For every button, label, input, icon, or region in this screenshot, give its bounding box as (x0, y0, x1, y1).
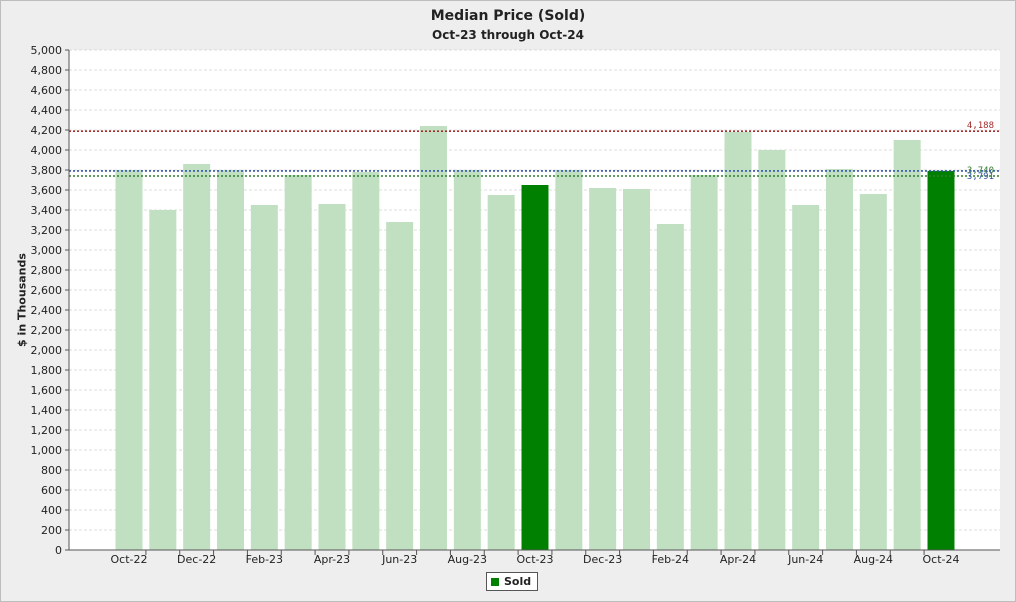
x-tick-label: Oct-23 (517, 553, 554, 566)
x-tick-label: Jun-24 (787, 553, 823, 566)
bar-sep-24 (893, 140, 921, 550)
legend-swatch-sold (491, 577, 499, 586)
chart-subtitle: Oct-23 through Oct-24 (432, 28, 584, 42)
y-tick-label: 4,400 (31, 104, 63, 117)
reference-line-label: 3,791 (967, 172, 994, 182)
bar-nov-23 (555, 170, 583, 550)
bar-aug-24 (859, 194, 887, 550)
x-tick-label: Apr-23 (314, 553, 350, 566)
bar-nov-22 (149, 210, 177, 550)
bar-jan-23 (217, 170, 244, 550)
y-tick-label: 5,000 (31, 44, 63, 57)
bars (115, 126, 955, 550)
y-tick-label: 2,600 (31, 284, 63, 297)
bar-may-23 (352, 172, 380, 550)
bar-dec-23 (589, 188, 617, 550)
reference-line-label: 3,740 (967, 166, 994, 176)
x-tick-label: Oct-24 (923, 553, 960, 566)
y-tick-label: 800 (41, 464, 62, 477)
y-tick-label: 4,000 (31, 144, 63, 157)
chart-title: Median Price (Sold) (430, 8, 586, 24)
x-tick-label: Jun-23 (381, 553, 417, 566)
bar-apr-24 (724, 132, 752, 550)
y-tick-label: 4,600 (31, 84, 63, 97)
bar-oct-24 (927, 170, 955, 550)
x-tick-label: Oct-22 (111, 553, 148, 566)
y-tick-label: 2,200 (31, 324, 63, 337)
y-tick-label: 1,600 (31, 384, 63, 397)
y-tick-label: 3,600 (31, 184, 63, 197)
y-tick-label: 600 (41, 484, 62, 497)
bar-feb-24 (656, 224, 684, 550)
reference-line-label: 4,188 (967, 121, 994, 131)
x-tick-label: Aug-24 (854, 553, 893, 566)
bar-jun-23 (386, 222, 414, 550)
legend: Sold (486, 572, 539, 591)
y-tick-label: 0 (55, 544, 62, 557)
bar-jan-24 (623, 189, 650, 550)
x-tick-label: Dec-22 (177, 553, 216, 566)
y-tick-label: 1,800 (31, 364, 63, 377)
y-tick-label: 1,200 (31, 424, 63, 437)
bar-aug-23 (453, 170, 481, 550)
bar-jul-24 (826, 169, 853, 550)
y-tick-label: 4,800 (31, 64, 63, 77)
axes (68, 50, 1000, 551)
bar-dec-22 (183, 164, 211, 550)
x-tick-label: Apr-24 (720, 553, 756, 566)
x-tick-label: Feb-24 (652, 553, 689, 566)
x-axis-ticks: Oct-22 Dec-22 Feb-23 Apr-23 Jun-23 Aug-23 Oct-… (111, 550, 960, 566)
bar-feb-23 (250, 205, 278, 550)
x-tick-label: Aug-23 (448, 553, 487, 566)
y-tick-label: 2,800 (31, 264, 63, 277)
bar-apr-23 (318, 204, 346, 550)
y-tick-label: 2,000 (31, 344, 63, 357)
y-tick-label: 3,200 (31, 224, 63, 237)
x-tick-label: Feb-23 (246, 553, 283, 566)
y-axis-ticks: 0 200 400 600 800 1,000 1,200 1,400 1,600 1,800 2,… (31, 44, 69, 557)
bar-sep-23 (487, 195, 515, 550)
bar-oct-23 (521, 185, 549, 550)
y-tick-label: 1,000 (31, 444, 63, 457)
bar-mar-24 (690, 175, 718, 550)
bar-mar-23 (284, 175, 312, 550)
y-tick-label: 3,400 (31, 204, 63, 217)
bar-may-24 (758, 150, 786, 550)
legend-label-sold: Sold (504, 575, 532, 588)
y-tick-label: 4,200 (31, 124, 63, 137)
bar-jun-24 (792, 205, 820, 550)
bar-jul-23 (420, 126, 447, 550)
y-tick-label: 3,800 (31, 164, 63, 177)
y-tick-label: 1,400 (31, 404, 63, 417)
bar-oct-22 (115, 170, 143, 550)
y-tick-label: 3,000 (31, 244, 63, 257)
y-tick-label: 200 (41, 524, 62, 537)
y-tick-label: 400 (41, 504, 62, 517)
x-tick-label: Dec-23 (583, 553, 622, 566)
y-tick-label: 2,400 (31, 304, 63, 317)
